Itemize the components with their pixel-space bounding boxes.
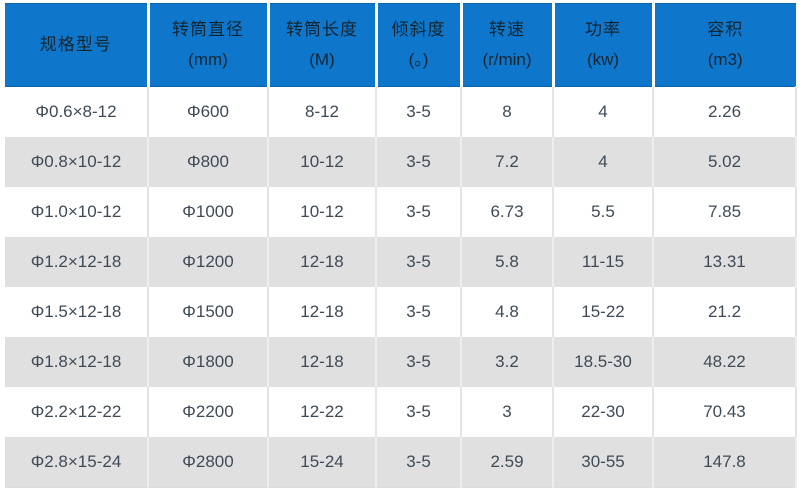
cell-drum-length: 12-18	[268, 287, 377, 337]
column-header-rotation-speed-label: 转速	[489, 20, 525, 39]
cell-drum-length: 8-12	[268, 86, 377, 137]
table-row: Φ2.2×12-22 Φ2200 12-22 3-5 3 22-30 70.43	[5, 387, 797, 437]
cell-drum-diameter: Φ1000	[148, 187, 269, 237]
table-body: Φ0.6×8-12 Φ600 8-12 3-5 8 4 2.26 Φ0.8×10…	[5, 86, 797, 488]
column-header-drum-diameter: 转筒直径 (mm)	[146, 3, 268, 87]
cell-inclination: 3-5	[376, 86, 462, 137]
cell-drum-diameter: Φ1200	[148, 237, 269, 287]
column-header-model-label: 规格型号	[39, 35, 112, 54]
cell-drum-diameter: Φ2200	[148, 387, 269, 437]
cell-drum-length: 15-24	[268, 437, 377, 488]
cell-model: Φ1.0×10-12	[5, 187, 149, 237]
cell-drum-length: 10-12	[268, 137, 377, 187]
table-row: Φ2.8×15-24 Φ2800 15-24 3-5 2.59 30-55 14…	[5, 437, 797, 488]
column-header-power: 功率 (kw)	[551, 3, 653, 87]
cell-inclination: 3-5	[376, 187, 462, 237]
table-row: Φ1.8×12-18 Φ1800 12-18 3-5 3.2 18.5-30 4…	[5, 337, 797, 387]
cell-rotation-speed: 5.8	[461, 237, 554, 287]
column-header-drum-length-label: 转筒长度	[286, 20, 358, 39]
column-header-drum-length-unit: (M)	[309, 50, 335, 69]
cell-rotation-speed: 6.73	[461, 187, 554, 237]
column-header-drum-diameter-unit: (mm)	[188, 50, 228, 69]
cell-volume: 13.31	[653, 237, 797, 287]
cell-drum-diameter: Φ2800	[148, 437, 269, 488]
cell-rotation-speed: 8	[461, 86, 554, 137]
cell-volume: 7.85	[653, 187, 797, 237]
column-header-volume-unit: (m3)	[707, 50, 743, 69]
column-header-inclination: 倾斜度 (。)	[374, 3, 461, 87]
cell-rotation-speed: 3	[461, 387, 554, 437]
cell-volume: 5.02	[653, 137, 797, 187]
column-header-rotation-speed-unit: (r/min)	[482, 50, 532, 69]
table-row: Φ0.8×10-12 Φ800 10-12 3-5 7.2 4 5.02	[5, 137, 797, 187]
cell-power: 5.5	[553, 187, 654, 237]
column-header-rotation-speed: 转速 (r/min)	[459, 3, 553, 87]
cell-model: Φ0.8×10-12	[5, 137, 149, 187]
column-header-power-unit: (kw)	[586, 50, 620, 69]
cell-drum-length: 12-22	[268, 387, 377, 437]
cell-power: 4	[553, 86, 654, 137]
cell-model: Φ2.2×12-22	[5, 387, 149, 437]
table-row: Φ1.0×10-12 Φ1000 10-12 3-5 6.73 5.5 7.85	[5, 187, 797, 237]
cell-power: 15-22	[553, 287, 654, 337]
cell-rotation-speed: 2.59	[461, 437, 554, 488]
cell-power: 4	[553, 137, 654, 187]
cell-drum-diameter: Φ1500	[148, 287, 269, 337]
cell-inclination: 3-5	[376, 237, 462, 287]
cell-model: Φ0.6×8-12	[5, 86, 149, 137]
column-header-power-label: 功率	[585, 20, 621, 39]
cell-volume: 147.8	[653, 437, 797, 488]
spec-table: 规格型号 转筒直径 (mm) 转筒长度 (M) 倾斜度 (。) 转速 (r	[5, 3, 797, 488]
table-row: Φ1.5×12-18 Φ1500 12-18 3-5 4.8 15-22 21.…	[5, 287, 797, 337]
cell-inclination: 3-5	[376, 337, 462, 387]
header-row: 规格型号 转筒直径 (mm) 转筒长度 (M) 倾斜度 (。) 转速 (r	[5, 3, 796, 87]
cell-volume: 70.43	[653, 387, 797, 437]
cell-drum-diameter: Φ800	[148, 137, 269, 187]
cell-inclination: 3-5	[376, 387, 462, 437]
cell-drum-diameter: Φ600	[148, 86, 269, 137]
cell-drum-length: 12-18	[268, 337, 377, 387]
cell-power: 11-15	[553, 237, 654, 287]
cell-model: Φ1.2×12-18	[5, 237, 149, 287]
cell-rotation-speed: 3.2	[461, 337, 554, 387]
cell-rotation-speed: 7.2	[461, 137, 554, 187]
table-row: Φ1.2×12-18 Φ1200 12-18 3-5 5.8 11-15 13.…	[5, 237, 797, 287]
cell-rotation-speed: 4.8	[461, 287, 554, 337]
column-header-model: 规格型号	[5, 3, 148, 87]
column-header-inclination-label: 倾斜度	[391, 20, 446, 39]
column-header-drum-diameter-label: 转筒直径	[172, 20, 244, 39]
cell-drum-length: 10-12	[268, 187, 377, 237]
cell-volume: 48.22	[653, 337, 797, 387]
column-header-drum-length: 转筒长度 (M)	[266, 3, 376, 87]
cell-drum-diameter: Φ1800	[148, 337, 269, 387]
cell-volume: 2.26	[653, 86, 797, 137]
cell-inclination: 3-5	[376, 437, 462, 488]
cell-drum-length: 12-18	[268, 237, 377, 287]
table-row: Φ0.6×8-12 Φ600 8-12 3-5 8 4 2.26	[5, 86, 797, 137]
cell-inclination: 3-5	[376, 137, 462, 187]
cell-power: 18.5-30	[553, 337, 654, 387]
cell-power: 22-30	[553, 387, 654, 437]
column-header-volume: 容积 (m3)	[651, 3, 796, 87]
cell-model: Φ2.8×15-24	[5, 437, 149, 488]
cell-inclination: 3-5	[376, 287, 462, 337]
cell-model: Φ1.8×12-18	[5, 337, 149, 387]
cell-volume: 21.2	[653, 287, 797, 337]
column-header-volume-label: 容积	[707, 20, 744, 39]
cell-power: 30-55	[553, 437, 654, 488]
column-header-inclination-unit: (。)	[408, 50, 429, 69]
cell-model: Φ1.5×12-18	[5, 287, 149, 337]
